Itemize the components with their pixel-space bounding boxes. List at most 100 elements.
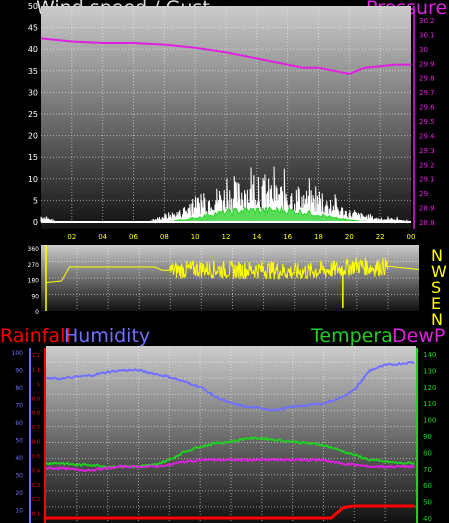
series-pressure [40, 37, 411, 75]
rain-tick-label: 0.2 [32, 497, 40, 503]
series-humidity [45, 361, 415, 412]
temp-tick-label: 120 [423, 384, 436, 392]
y-tick-label: 15 [28, 153, 38, 162]
panel1-y2-ticks: 28.8 28.9 29 29.1 29.2 29.3 29.4 29.5 29.6 29.7 29… [419, 17, 435, 227]
rain-tick-label: 0.9 [32, 396, 40, 402]
humidity-tick-label: 50 [15, 438, 23, 445]
panel3-header-temperature: Tempera [310, 325, 393, 347]
panel-wind-pressure: Wind speed / Gust Pressure 0510152025303… [28, 0, 447, 241]
temp-tick-label: 130 [423, 367, 436, 375]
panel2-grid [46, 245, 419, 311]
y-tick-label: 10 [28, 175, 38, 184]
humidity-tick-label: 90 [15, 368, 23, 375]
humidity-tick-label: 40 [15, 455, 23, 462]
y2-tick-label: 29.6 [419, 104, 435, 112]
rain-tick-label: 0.4 [32, 468, 40, 474]
y2-tick-label: 29.5 [419, 118, 435, 126]
y-tick-label: 360 [28, 246, 40, 253]
y2-tick-label: 30 [419, 46, 428, 54]
y2-tick-label: 29.7 [419, 89, 435, 97]
y-tick-label: 35 [28, 67, 38, 76]
y-tick-label: 0 [33, 218, 38, 227]
temp-tick-label: 110 [423, 400, 436, 408]
x-tick-label: 06 [129, 233, 138, 241]
temp-tick-label: 90 [423, 433, 432, 441]
y-tick-label: 90 [31, 293, 39, 300]
panel1-series [40, 37, 412, 224]
y-tick-label: 30 [28, 88, 38, 97]
x-tick-label: 14 [252, 233, 261, 241]
y-tick-label: 0 [35, 309, 39, 316]
panel3-series [45, 361, 415, 520]
compass-label: W [431, 262, 447, 281]
temp-tick-label: 100 [423, 417, 436, 425]
panel3-header-dewpoint: DewP [392, 325, 445, 347]
x-tick-label: 22 [376, 233, 385, 241]
x-tick-label: 12 [222, 233, 231, 241]
x-tick-label: 08 [160, 233, 169, 241]
humidity-tick-label: 20 [15, 490, 23, 497]
humidity-tick-label: 10 [15, 508, 23, 515]
y-tick-label: 270 [28, 262, 40, 269]
compass-label: E [431, 294, 441, 313]
panel3-humidity-ticks: 0102030405060708090100 [12, 350, 24, 515]
y2-tick-label: 29.1 [419, 176, 435, 184]
rain-tick-label: 0.7 [32, 425, 40, 431]
humidity-tick-label: 100 [12, 350, 24, 357]
panel3-grid [46, 346, 416, 523]
compass-label: N [431, 310, 443, 329]
y-tick-label: 50 [28, 2, 38, 11]
x-tick-label: 16 [283, 233, 292, 241]
y-tick-label: 20 [28, 132, 38, 141]
y2-tick-label: 29.2 [419, 161, 435, 169]
x-tick-label: 00 [407, 233, 416, 241]
rain-tick-label: 0.1 [32, 512, 40, 518]
rain-tick-label: 1.1 [32, 367, 40, 373]
panel3-header-humidity: Humidity [64, 325, 150, 347]
y-tick-label: 25 [28, 110, 38, 119]
y-tick-label: 45 [28, 24, 38, 33]
compass-label: S [431, 278, 441, 297]
temp-tick-label: 140 [423, 351, 436, 359]
series-rainfall [46, 504, 415, 520]
panel1-x-ticks: 02 04 06 08 10 12 14 16 18 20 22 00 [67, 233, 415, 241]
y2-tick-label: 30.2 [419, 17, 435, 25]
y2-tick-label: 29.3 [419, 147, 435, 155]
y-tick-label: 180 [28, 278, 40, 285]
temp-tick-label: 60 [423, 482, 432, 490]
y-tick-label: 40 [28, 45, 38, 54]
y2-tick-label: 30.1 [419, 31, 435, 39]
series-dewpoint [45, 457, 415, 472]
panel3-rain-ticks: 00.10.20.30.40.50.60.70.80.911.11.2 [32, 353, 40, 518]
panel1-grid [41, 6, 411, 222]
panel2-y-ticks: 0 90 180 270 360 [28, 246, 40, 316]
y2-tick-label: 28.8 [419, 219, 435, 227]
temp-tick-label: 70 [423, 466, 432, 474]
compass-label: N [431, 246, 443, 265]
rain-tick-label: 1 [37, 382, 40, 388]
panel2-series [45, 257, 420, 308]
x-tick-label: 02 [67, 233, 76, 241]
humidity-tick-label: 30 [15, 473, 23, 480]
temp-tick-label: 50 [423, 499, 432, 507]
rain-tick-label: 0.8 [32, 411, 40, 417]
y2-tick-label: 28.9 [419, 205, 435, 213]
rain-tick-label: 1.2 [32, 353, 40, 359]
humidity-tick-label: 80 [15, 385, 23, 392]
humidity-tick-label: 60 [15, 420, 23, 427]
x-tick-label: 10 [191, 233, 200, 241]
rain-tick-label: 0.6 [32, 440, 40, 446]
y2-tick-label: 29.8 [419, 75, 435, 83]
y2-tick-label: 29 [419, 190, 428, 198]
y-tick-label: 5 [33, 196, 38, 205]
y2-tick-label: 29.9 [419, 60, 435, 68]
panel-rain-humidity-temp: Rainfall Humidity Tempera DewP 010203040… [0, 325, 445, 523]
x-tick-label: 20 [345, 233, 354, 241]
y2-tick-label: 29.4 [419, 132, 435, 140]
humidity-tick-label: 70 [15, 403, 23, 410]
temp-tick-label: 40 [423, 515, 432, 523]
x-tick-label: 04 [98, 233, 107, 241]
